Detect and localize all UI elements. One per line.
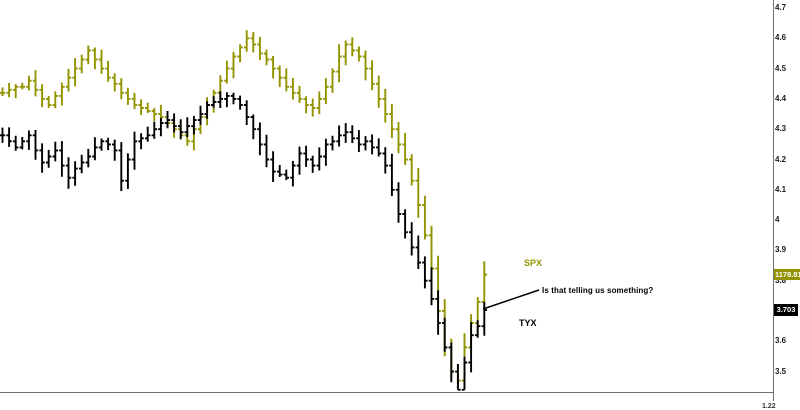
y-axis-tick-label: 4.2 [775, 154, 787, 164]
annotation-text: Is that telling us something? [542, 286, 654, 295]
ohlc-bars [0, 30, 487, 391]
y-axis-tick-label: 4.6 [775, 33, 787, 43]
y-axis-tick-label: 4.1 [775, 184, 787, 194]
y-axis-tick-label: 3.5 [775, 366, 787, 376]
y-axis-tick-label: 4.5 [775, 63, 787, 73]
spx-series-label: SPX [524, 258, 543, 268]
y-axis-tick-label: 4.7 [775, 3, 787, 12]
y-axis-tick-label: 3.6 [775, 336, 787, 346]
y-axis-tick-label: 4 [775, 215, 780, 225]
spx-bars [0, 30, 487, 390]
annotation-arrow-line [482, 289, 540, 310]
y-axis-tick-label: 4.4 [775, 93, 787, 103]
tyx-series-label: TYX [519, 318, 537, 328]
spx-last-price-badge: 1178.81 [774, 269, 800, 281]
tyx-bars [0, 91, 487, 391]
y-axis-tick-label: 4.3 [775, 124, 787, 134]
tyx-last-price-badge: 3.703 [774, 304, 798, 317]
y-axis-tick-label: 3.8 [775, 275, 787, 285]
y-axis-tick-label: 3.9 [775, 245, 787, 255]
clipped-axis-label: 1.22 [762, 403, 776, 410]
